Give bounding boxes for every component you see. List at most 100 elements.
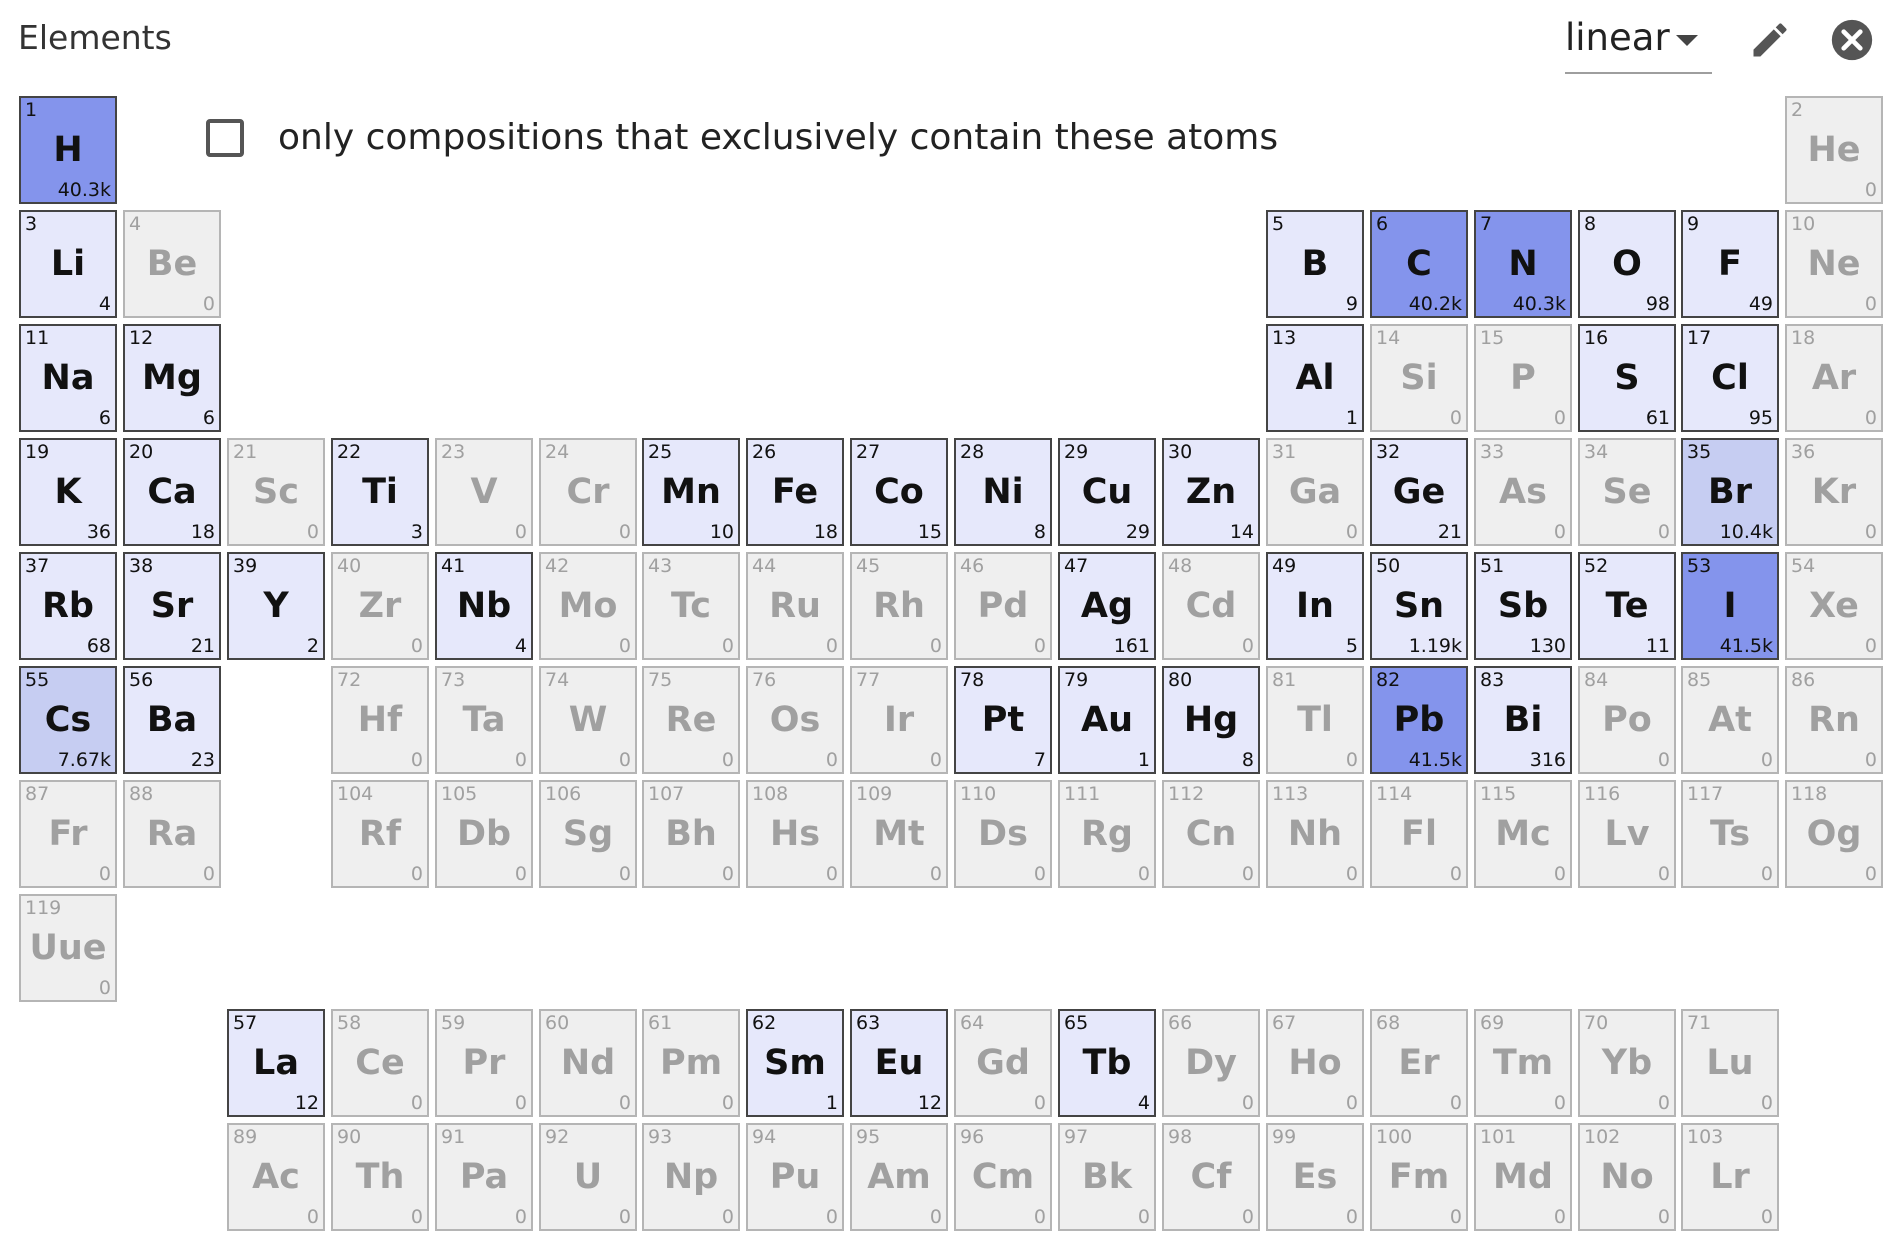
element-tile-p[interactable]: 15 P 0 xyxy=(1474,324,1572,432)
element-tile-eu[interactable]: 63 Eu 12 xyxy=(850,1009,948,1117)
element-tile-xe[interactable]: 54 Xe 0 xyxy=(1785,552,1883,660)
element-tile-tm[interactable]: 69 Tm 0 xyxy=(1474,1009,1572,1117)
element-tile-k[interactable]: 19 K 36 xyxy=(19,438,117,546)
element-tile-be[interactable]: 4 Be 0 xyxy=(123,210,221,318)
element-tile-y[interactable]: 39 Y 2 xyxy=(227,552,325,660)
element-tile-w[interactable]: 74 W 0 xyxy=(539,666,637,774)
element-tile-se[interactable]: 34 Se 0 xyxy=(1578,438,1676,546)
element-tile-ni[interactable]: 28 Ni 8 xyxy=(954,438,1052,546)
element-tile-bi[interactable]: 83 Bi 316 xyxy=(1474,666,1572,774)
exclusive-filter-checkbox[interactable] xyxy=(206,119,244,157)
element-tile-os[interactable]: 76 Os 0 xyxy=(746,666,844,774)
element-tile-zr[interactable]: 40 Zr 0 xyxy=(331,552,429,660)
element-tile-bh[interactable]: 107 Bh 0 xyxy=(642,780,740,888)
element-tile-pa[interactable]: 91 Pa 0 xyxy=(435,1123,533,1231)
element-tile-li[interactable]: 3 Li 4 xyxy=(19,210,117,318)
element-tile-tb[interactable]: 65 Tb 4 xyxy=(1058,1009,1156,1117)
element-tile-as[interactable]: 33 As 0 xyxy=(1474,438,1572,546)
element-tile-yb[interactable]: 70 Yb 0 xyxy=(1578,1009,1676,1117)
element-tile-og[interactable]: 118 Og 0 xyxy=(1785,780,1883,888)
element-tile-he[interactable]: 2 He 0 xyxy=(1785,96,1883,204)
element-tile-cn[interactable]: 112 Cn 0 xyxy=(1162,780,1260,888)
element-tile-pt[interactable]: 78 Pt 7 xyxy=(954,666,1052,774)
pencil-icon[interactable] xyxy=(1748,18,1792,62)
element-tile-gd[interactable]: 64 Gd 0 xyxy=(954,1009,1052,1117)
element-tile-cf[interactable]: 98 Cf 0 xyxy=(1162,1123,1260,1231)
element-tile-o[interactable]: 8 O 98 xyxy=(1578,210,1676,318)
element-tile-cu[interactable]: 29 Cu 29 xyxy=(1058,438,1156,546)
element-tile-co[interactable]: 27 Co 15 xyxy=(850,438,948,546)
element-tile-c[interactable]: 6 C 40.2k xyxy=(1370,210,1468,318)
element-tile-hs[interactable]: 108 Hs 0 xyxy=(746,780,844,888)
element-tile-ti[interactable]: 22 Ti 3 xyxy=(331,438,429,546)
element-tile-es[interactable]: 99 Es 0 xyxy=(1266,1123,1364,1231)
element-tile-ge[interactable]: 32 Ge 21 xyxy=(1370,438,1468,546)
element-tile-pd[interactable]: 46 Pd 0 xyxy=(954,552,1052,660)
element-tile-at[interactable]: 85 At 0 xyxy=(1681,666,1779,774)
element-tile-ar[interactable]: 18 Ar 0 xyxy=(1785,324,1883,432)
element-tile-au[interactable]: 79 Au 1 xyxy=(1058,666,1156,774)
element-tile-pb[interactable]: 82 Pb 41.5k xyxy=(1370,666,1468,774)
element-tile-sg[interactable]: 106 Sg 0 xyxy=(539,780,637,888)
element-tile-fm[interactable]: 100 Fm 0 xyxy=(1370,1123,1468,1231)
element-tile-fr[interactable]: 87 Fr 0 xyxy=(19,780,117,888)
element-tile-np[interactable]: 93 Np 0 xyxy=(642,1123,740,1231)
element-tile-al[interactable]: 13 Al 1 xyxy=(1266,324,1364,432)
element-tile-ag[interactable]: 47 Ag 161 xyxy=(1058,552,1156,660)
element-tile-sb[interactable]: 51 Sb 130 xyxy=(1474,552,1572,660)
element-tile-th[interactable]: 90 Th 0 xyxy=(331,1123,429,1231)
element-tile-ra[interactable]: 88 Ra 0 xyxy=(123,780,221,888)
element-tile-tc[interactable]: 43 Tc 0 xyxy=(642,552,740,660)
element-tile-rg[interactable]: 111 Rg 0 xyxy=(1058,780,1156,888)
element-tile-mt[interactable]: 109 Mt 0 xyxy=(850,780,948,888)
element-tile-tl[interactable]: 81 Tl 0 xyxy=(1266,666,1364,774)
element-tile-pu[interactable]: 94 Pu 0 xyxy=(746,1123,844,1231)
element-tile-lv[interactable]: 116 Lv 0 xyxy=(1578,780,1676,888)
element-tile-hg[interactable]: 80 Hg 8 xyxy=(1162,666,1260,774)
element-tile-br[interactable]: 35 Br 10.4k xyxy=(1681,438,1779,546)
element-tile-ba[interactable]: 56 Ba 23 xyxy=(123,666,221,774)
element-tile-lr[interactable]: 103 Lr 0 xyxy=(1681,1123,1779,1231)
element-tile-si[interactable]: 14 Si 0 xyxy=(1370,324,1468,432)
element-tile-ho[interactable]: 67 Ho 0 xyxy=(1266,1009,1364,1117)
element-tile-kr[interactable]: 36 Kr 0 xyxy=(1785,438,1883,546)
element-tile-mc[interactable]: 115 Mc 0 xyxy=(1474,780,1572,888)
element-tile-am[interactable]: 95 Am 0 xyxy=(850,1123,948,1231)
element-tile-ts[interactable]: 117 Ts 0 xyxy=(1681,780,1779,888)
element-tile-uue[interactable]: 119 Uue 0 xyxy=(19,894,117,1002)
element-tile-rn[interactable]: 86 Rn 0 xyxy=(1785,666,1883,774)
element-tile-sc[interactable]: 21 Sc 0 xyxy=(227,438,325,546)
element-tile-ds[interactable]: 110 Ds 0 xyxy=(954,780,1052,888)
element-tile-rh[interactable]: 45 Rh 0 xyxy=(850,552,948,660)
element-tile-cs[interactable]: 55 Cs 7.67k xyxy=(19,666,117,774)
element-tile-n[interactable]: 7 N 40.3k xyxy=(1474,210,1572,318)
element-tile-hf[interactable]: 72 Hf 0 xyxy=(331,666,429,774)
element-tile-cr[interactable]: 24 Cr 0 xyxy=(539,438,637,546)
element-tile-re[interactable]: 75 Re 0 xyxy=(642,666,740,774)
element-tile-h[interactable]: 1 H 40.3k xyxy=(19,96,117,204)
element-tile-ce[interactable]: 58 Ce 0 xyxy=(331,1009,429,1117)
element-tile-cd[interactable]: 48 Cd 0 xyxy=(1162,552,1260,660)
element-tile-s[interactable]: 16 S 61 xyxy=(1578,324,1676,432)
element-tile-nb[interactable]: 41 Nb 4 xyxy=(435,552,533,660)
element-tile-mo[interactable]: 42 Mo 0 xyxy=(539,552,637,660)
element-tile-pr[interactable]: 59 Pr 0 xyxy=(435,1009,533,1117)
element-tile-lu[interactable]: 71 Lu 0 xyxy=(1681,1009,1779,1117)
element-tile-cl[interactable]: 17 Cl 95 xyxy=(1681,324,1779,432)
element-tile-ne[interactable]: 10 Ne 0 xyxy=(1785,210,1883,318)
element-tile-zn[interactable]: 30 Zn 14 xyxy=(1162,438,1260,546)
element-tile-v[interactable]: 23 V 0 xyxy=(435,438,533,546)
element-tile-ca[interactable]: 20 Ca 18 xyxy=(123,438,221,546)
element-tile-po[interactable]: 84 Po 0 xyxy=(1578,666,1676,774)
element-tile-md[interactable]: 101 Md 0 xyxy=(1474,1123,1572,1231)
element-tile-u[interactable]: 92 U 0 xyxy=(539,1123,637,1231)
element-tile-mg[interactable]: 12 Mg 6 xyxy=(123,324,221,432)
scale-dropdown[interactable]: linear xyxy=(1565,14,1712,74)
element-tile-ta[interactable]: 73 Ta 0 xyxy=(435,666,533,774)
element-tile-sm[interactable]: 62 Sm 1 xyxy=(746,1009,844,1117)
element-tile-in[interactable]: 49 In 5 xyxy=(1266,552,1364,660)
element-tile-rf[interactable]: 104 Rf 0 xyxy=(331,780,429,888)
element-tile-ir[interactable]: 77 Ir 0 xyxy=(850,666,948,774)
close-icon[interactable] xyxy=(1830,18,1874,62)
